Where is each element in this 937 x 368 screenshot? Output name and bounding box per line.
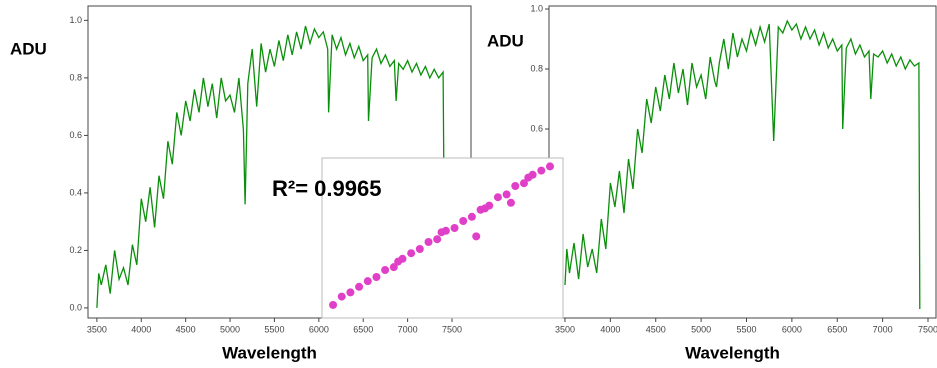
scatter-point	[459, 216, 468, 225]
x-tick-label: 3500	[87, 324, 107, 334]
y-tick-label: 0.8	[69, 72, 82, 82]
plot-frame	[548, 5, 937, 319]
x-tick-label: 6000	[309, 324, 329, 334]
y-tick-label: 1.0	[69, 15, 82, 25]
y-axis-label: ADU	[10, 39, 47, 58]
scatter-point	[372, 272, 381, 281]
x-tick-label: 7000	[873, 324, 893, 334]
scatter-point	[506, 198, 515, 207]
scatter-point	[415, 244, 424, 253]
x-tick-label: 6500	[827, 324, 847, 334]
x-tick-label: 5500	[736, 324, 756, 334]
scatter-point	[337, 292, 346, 301]
scatter-point	[407, 249, 416, 258]
y-tick-label: 1.0	[530, 3, 543, 13]
scatter-point	[389, 263, 398, 272]
scatter-point	[511, 181, 520, 190]
scatter-point	[537, 166, 546, 175]
scatter-point	[524, 173, 533, 182]
spectrum-line	[96, 25, 445, 308]
y-axis-label: ADU	[487, 31, 524, 50]
y-tick-label: 0.0	[69, 302, 82, 312]
scatter-point	[502, 190, 511, 199]
x-tick-label: 5000	[220, 324, 240, 334]
y-tick-label: 0.4	[69, 187, 82, 197]
scatter-point	[329, 300, 338, 309]
x-tick-label: 4000	[600, 324, 620, 334]
x-tick-label: 7500	[918, 324, 937, 334]
x-tick-label: 3500	[555, 324, 575, 334]
x-tick-label: 5000	[691, 324, 711, 334]
scatter-point	[545, 162, 554, 171]
r-squared-annotation: R²= 0.9965	[272, 176, 381, 201]
scatter-point	[467, 212, 476, 221]
scatter-point	[472, 232, 481, 241]
scatter-point	[394, 257, 403, 266]
y-tick-label: 0.6	[69, 130, 82, 140]
y-tick-label: 0.2	[69, 245, 82, 255]
y-tick-label: 0.6	[530, 123, 543, 133]
x-tick-label: 6500	[353, 324, 373, 334]
x-tick-label: 5500	[264, 324, 284, 334]
scatter-point	[363, 277, 372, 286]
x-tick-label: 4500	[176, 324, 196, 334]
x-tick-label: 6000	[782, 324, 802, 334]
y-tick-label: 0.8	[530, 63, 543, 73]
spectrum-line	[564, 19, 921, 310]
scatter-point	[346, 288, 355, 297]
scatter-point	[381, 265, 390, 274]
scatter-point	[480, 204, 489, 213]
scatter-point	[437, 228, 446, 237]
scatter-point	[450, 223, 459, 232]
scatter-point	[355, 282, 364, 291]
scatter-point	[519, 179, 528, 188]
x-tick-label: 4000	[131, 324, 151, 334]
scatter-point	[493, 193, 502, 202]
x-axis-label: Wavelength	[685, 343, 780, 362]
x-tick-label: 7000	[398, 324, 418, 334]
scatter-point	[433, 235, 442, 244]
x-tick-label: 4500	[646, 324, 666, 334]
scatter-point	[424, 237, 433, 246]
x-tick-label: 7500	[442, 324, 462, 334]
x-axis-label: Wavelength	[222, 343, 317, 362]
